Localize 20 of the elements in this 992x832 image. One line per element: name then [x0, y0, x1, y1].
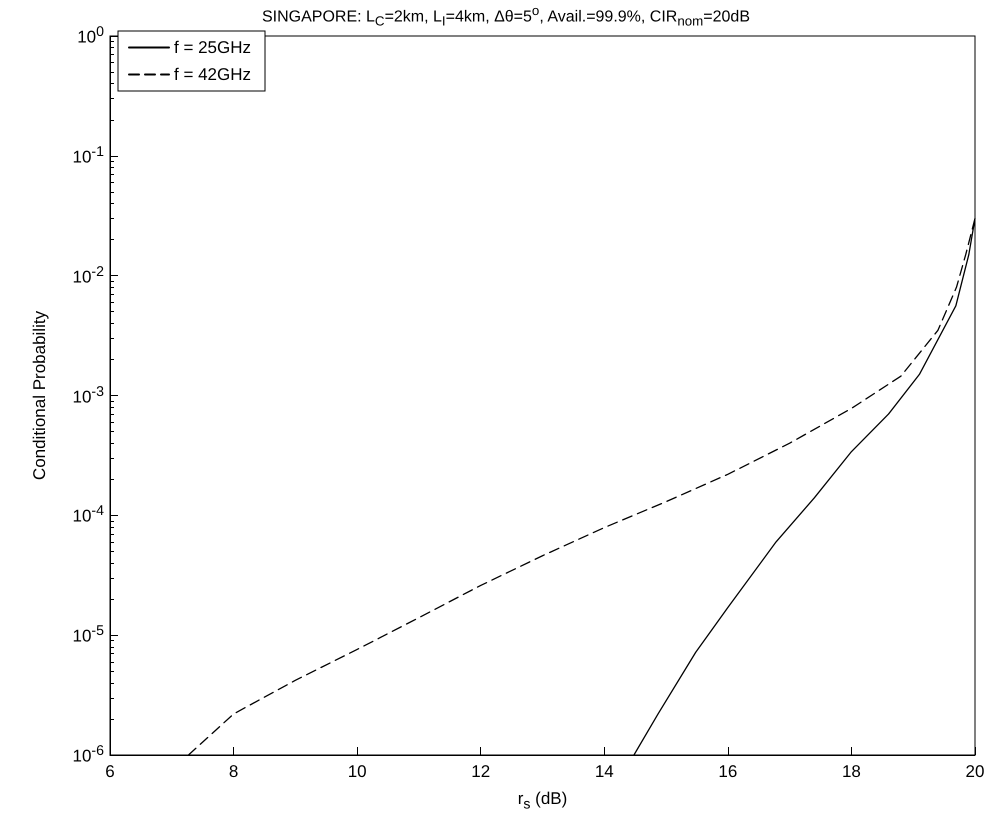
y-tick-label: 10$^{-2}$	[72, 263, 104, 287]
y-tick-label: 10$^{-3}$	[72, 383, 104, 407]
y-tick-label: 10$^{-6}$	[72, 742, 104, 766]
x-tick-label: 20	[966, 762, 984, 781]
x-tick-label: 6	[105, 762, 115, 781]
y-axis-title: Conditional Probability	[30, 310, 49, 480]
legend-label: f = 42GHz	[174, 65, 252, 84]
x-tick-label: 12	[471, 762, 490, 781]
y-tick-label: 10$^{-1}$	[72, 144, 104, 167]
chart-title: SINGAPORE: L$_{C}$=2km, L$_{I}$=4km, Δθ=5$^{o}$, Avail.=99.9%, CIR$_{nom}$=20dB	[262, 3, 750, 29]
x-tick-label: 8	[228, 762, 238, 781]
x-tick-label: 14	[594, 762, 614, 781]
y-tick-label: 10$^{-4}$	[72, 503, 104, 526]
x-axis-title: r$_{s}$ (dB)	[518, 789, 568, 813]
y-tick-label: 10$^{0}$	[77, 24, 104, 48]
x-tick-label: 16	[718, 762, 738, 781]
y-tick-label: 10$^{-5}$	[72, 622, 104, 646]
legend-label: f = 25GHz	[174, 38, 252, 57]
x-tick-label: 10	[348, 762, 367, 781]
x-tick-label: 18	[842, 762, 861, 781]
